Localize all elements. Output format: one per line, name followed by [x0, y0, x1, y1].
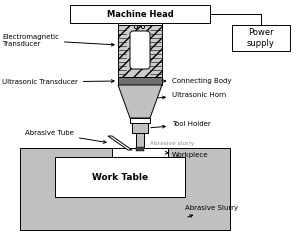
- Text: Ultrasonic Transducer: Ultrasonic Transducer: [2, 79, 114, 85]
- Bar: [136, 147, 144, 151]
- Text: Abrasive Tube: Abrasive Tube: [25, 130, 106, 143]
- Bar: [132, 123, 148, 133]
- Text: Abrasive slurry: Abrasive slurry: [150, 141, 194, 146]
- Text: Abrasive Slurry: Abrasive Slurry: [185, 205, 238, 217]
- Circle shape: [134, 26, 137, 28]
- Text: Power
supply: Power supply: [247, 28, 275, 48]
- Bar: [232, 25, 290, 51]
- Bar: [118, 77, 162, 85]
- Bar: [130, 118, 150, 123]
- Text: Tool Holder: Tool Holder: [151, 121, 211, 128]
- Text: Connecting Body: Connecting Body: [163, 78, 232, 84]
- Bar: [136, 133, 144, 147]
- Circle shape: [142, 26, 145, 28]
- Polygon shape: [118, 85, 162, 118]
- Text: Ultrasonic Horn: Ultrasonic Horn: [158, 92, 226, 99]
- Bar: [112, 148, 168, 157]
- Bar: [118, 23, 162, 25]
- Bar: [70, 5, 210, 23]
- Polygon shape: [108, 136, 132, 150]
- FancyBboxPatch shape: [130, 31, 150, 69]
- Bar: [118, 25, 162, 77]
- Bar: [20, 148, 230, 230]
- Bar: [55, 157, 185, 197]
- Text: Workpiece: Workpiece: [165, 151, 208, 158]
- Text: Machine Head: Machine Head: [106, 9, 173, 18]
- Text: Work Table: Work Table: [92, 173, 148, 182]
- Text: Electromagnetic
Transducer: Electromagnetic Transducer: [2, 33, 114, 46]
